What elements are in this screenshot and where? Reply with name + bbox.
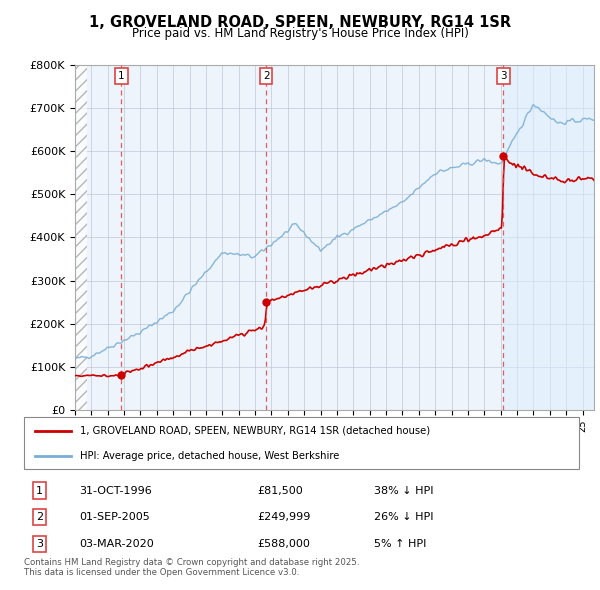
Text: This data is licensed under the Open Government Licence v3.0.: This data is licensed under the Open Gov… [24, 568, 299, 576]
Text: 1: 1 [118, 71, 125, 81]
Text: £249,999: £249,999 [257, 512, 310, 522]
Bar [75, 65, 87, 410]
Text: £81,500: £81,500 [257, 486, 303, 496]
Text: HPI: Average price, detached house, West Berkshire: HPI: Average price, detached house, West… [79, 451, 339, 461]
Text: 3: 3 [36, 539, 43, 549]
Bar [503, 65, 594, 410]
Text: Contains HM Land Registry data © Crown copyright and database right 2025.: Contains HM Land Registry data © Crown c… [24, 558, 359, 567]
Text: 26% ↓ HPI: 26% ↓ HPI [374, 512, 433, 522]
Text: 1: 1 [36, 486, 43, 496]
Text: 1, GROVELAND ROAD, SPEEN, NEWBURY, RG14 1SR (detached house): 1, GROVELAND ROAD, SPEEN, NEWBURY, RG14 … [79, 425, 430, 435]
Text: 1, GROVELAND ROAD, SPEEN, NEWBURY, RG14 1SR: 1, GROVELAND ROAD, SPEEN, NEWBURY, RG14 … [89, 15, 511, 30]
Text: £588,000: £588,000 [257, 539, 310, 549]
Text: Price paid vs. HM Land Registry's House Price Index (HPI): Price paid vs. HM Land Registry's House … [131, 27, 469, 40]
Text: 2: 2 [263, 71, 269, 81]
Text: 3: 3 [500, 71, 507, 81]
Text: 03-MAR-2020: 03-MAR-2020 [79, 539, 154, 549]
FancyBboxPatch shape [24, 417, 579, 469]
Text: 2: 2 [36, 512, 43, 522]
Text: 31-OCT-1996: 31-OCT-1996 [79, 486, 152, 496]
Text: 38% ↓ HPI: 38% ↓ HPI [374, 486, 433, 496]
Text: 01-SEP-2005: 01-SEP-2005 [79, 512, 150, 522]
Text: 5% ↑ HPI: 5% ↑ HPI [374, 539, 426, 549]
